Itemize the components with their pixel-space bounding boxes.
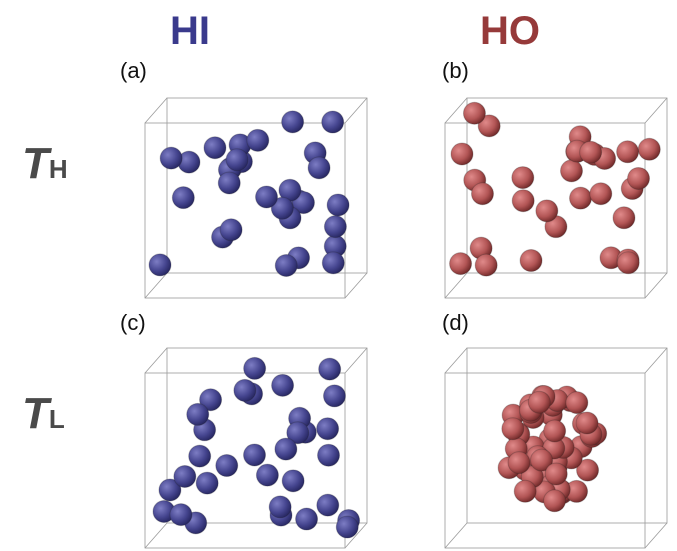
particle xyxy=(174,465,196,487)
particle xyxy=(226,149,248,171)
particle xyxy=(512,167,534,189)
particle xyxy=(613,207,635,229)
particle xyxy=(244,444,266,466)
particle xyxy=(322,111,344,133)
particle xyxy=(336,516,358,538)
particle xyxy=(463,102,485,124)
cube-edge xyxy=(145,523,167,548)
panel-label: (b) xyxy=(442,58,469,83)
particle xyxy=(204,137,226,159)
particle xyxy=(187,403,209,425)
row-label: TH xyxy=(22,139,68,188)
particle xyxy=(247,129,269,151)
particle xyxy=(282,470,304,492)
row-symbol: T xyxy=(22,389,52,438)
particle xyxy=(308,157,330,179)
particle xyxy=(244,357,266,379)
particle xyxy=(189,445,211,467)
particle xyxy=(317,418,339,440)
cube xyxy=(445,98,667,298)
particle xyxy=(545,463,567,485)
particle xyxy=(638,138,660,160)
cube-edge xyxy=(445,348,467,373)
cube-edge xyxy=(345,273,367,298)
particle xyxy=(196,472,218,494)
particle xyxy=(282,111,304,133)
particle xyxy=(172,187,194,209)
row-subscript: L xyxy=(49,404,65,434)
particle xyxy=(570,187,592,209)
particle xyxy=(451,143,473,165)
particle xyxy=(218,172,240,194)
particle xyxy=(544,490,566,512)
particle xyxy=(327,194,349,216)
particle xyxy=(319,358,341,380)
particle xyxy=(514,480,536,502)
particle xyxy=(256,464,278,486)
particle xyxy=(544,420,566,442)
cube-edge xyxy=(645,348,667,373)
particle xyxy=(170,504,192,526)
panel-label: (a) xyxy=(120,58,147,83)
cube-edge xyxy=(445,273,467,298)
particle xyxy=(234,379,256,401)
particle xyxy=(450,253,472,275)
particle xyxy=(628,167,650,189)
panel-label: (c) xyxy=(120,310,146,335)
particle xyxy=(508,452,530,474)
particle xyxy=(256,186,278,208)
particle xyxy=(471,183,493,205)
particle xyxy=(617,141,639,163)
particle xyxy=(512,190,534,212)
cube-edge xyxy=(445,523,467,548)
cube-edge xyxy=(145,273,167,298)
particle xyxy=(323,385,345,407)
particle xyxy=(160,147,182,169)
particle xyxy=(502,418,524,440)
cube xyxy=(445,348,667,548)
particle xyxy=(475,254,497,276)
particle xyxy=(269,496,291,518)
particle xyxy=(272,374,294,396)
particle xyxy=(561,160,583,182)
cube-edge xyxy=(645,98,667,123)
particle xyxy=(149,254,171,276)
panel-label: (d) xyxy=(442,310,469,335)
particle xyxy=(275,438,297,460)
particle xyxy=(528,391,550,413)
column-header: HO xyxy=(480,9,540,53)
column-header: HI xyxy=(170,9,210,53)
particle xyxy=(216,455,238,477)
particle xyxy=(296,508,318,530)
row-symbol: T xyxy=(22,139,52,188)
panels-art xyxy=(145,98,667,548)
particle xyxy=(317,494,339,516)
particle xyxy=(590,183,612,205)
cube-edge xyxy=(345,98,367,123)
cube-edge xyxy=(645,523,667,548)
cube-edge xyxy=(145,98,167,123)
cube-edge xyxy=(645,273,667,298)
figure: HI HO TH TL (a) (b) (c) (d) xyxy=(0,0,677,551)
particle xyxy=(322,252,344,274)
particle xyxy=(324,216,346,238)
cube xyxy=(145,348,367,548)
particle xyxy=(275,255,297,277)
particle xyxy=(617,252,639,274)
cube-edge xyxy=(345,348,367,373)
particle xyxy=(520,250,542,272)
row-label: TL xyxy=(22,389,65,438)
particle xyxy=(220,219,242,241)
cube xyxy=(145,98,367,298)
cube-edge xyxy=(145,348,167,373)
particle xyxy=(318,444,340,466)
particle xyxy=(566,392,588,414)
particle xyxy=(576,412,598,434)
row-subscript: H xyxy=(49,154,68,184)
particle xyxy=(536,200,558,222)
particle xyxy=(580,141,602,163)
